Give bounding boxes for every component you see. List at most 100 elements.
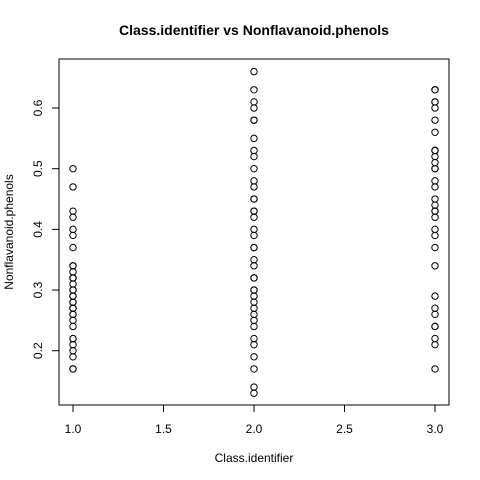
data-point	[431, 213, 439, 221]
data-point	[69, 286, 77, 294]
data-point	[431, 262, 439, 270]
data-point	[250, 207, 258, 215]
x-tick-label: 2.5	[336, 422, 353, 436]
data-point	[250, 116, 258, 124]
data-point	[250, 286, 258, 294]
data-point	[69, 365, 77, 373]
data-point	[431, 164, 439, 173]
data-point	[250, 104, 258, 112]
data-point	[431, 365, 439, 373]
data-point	[69, 347, 77, 355]
data-point	[250, 292, 258, 300]
data-point	[250, 340, 258, 349]
data-point	[69, 310, 77, 319]
data-point	[250, 225, 258, 234]
data-point	[250, 389, 258, 397]
data-point	[431, 195, 439, 203]
data-point	[69, 280, 77, 288]
data-point	[431, 231, 439, 240]
data-point	[69, 164, 77, 173]
data-point	[431, 310, 439, 319]
data-point	[250, 67, 258, 76]
y-tick-label: 0.6	[31, 99, 45, 116]
data-point	[250, 304, 258, 312]
data-point	[431, 104, 439, 112]
data-point	[250, 243, 258, 252]
data-point	[250, 334, 258, 343]
data-point	[431, 158, 439, 167]
data-point	[250, 86, 258, 94]
data-point	[69, 353, 77, 361]
y-tick-label: 0.5	[31, 160, 45, 177]
x-tick-label: 3.0	[427, 422, 444, 436]
data-point	[250, 262, 258, 270]
data-point	[69, 268, 77, 276]
data-point	[69, 304, 77, 312]
data-point	[431, 86, 439, 94]
data-point	[69, 322, 77, 331]
x-axis: 1.0 1.5 2.0 2.5 3.0	[65, 404, 444, 436]
data-point	[69, 225, 77, 234]
data-point	[250, 231, 258, 240]
data-point	[69, 243, 77, 252]
data-point	[250, 365, 258, 373]
y-tick-label: 0.2	[31, 342, 45, 359]
data-point	[250, 177, 258, 185]
data-point	[69, 334, 77, 343]
data-point	[250, 316, 258, 325]
data-point	[69, 292, 77, 300]
data-point	[431, 152, 439, 161]
data-point	[69, 274, 77, 282]
data-point	[250, 146, 258, 155]
chart-title: Class.identifier vs Nonflavanoid.phenols	[119, 22, 389, 38]
data-point	[250, 98, 258, 106]
data-point	[431, 146, 439, 155]
data-point	[431, 116, 439, 124]
data-point	[69, 213, 77, 221]
x-tick-label: 1.0	[65, 422, 82, 436]
data-point	[431, 177, 439, 185]
data-point	[69, 207, 77, 215]
data-point	[431, 292, 439, 300]
data-point	[431, 128, 439, 136]
data-point	[431, 243, 439, 252]
data-point	[250, 310, 258, 319]
data-point	[431, 201, 439, 209]
x-tick-label: 1.5	[155, 422, 172, 436]
data-point	[250, 164, 258, 173]
data-point	[250, 298, 258, 306]
data-points	[69, 67, 439, 397]
data-point	[69, 316, 77, 325]
data-point	[250, 152, 258, 161]
data-point	[431, 340, 439, 349]
data-point	[250, 383, 258, 391]
data-point	[69, 262, 77, 270]
data-point	[431, 304, 439, 312]
data-point	[431, 98, 439, 106]
data-point	[250, 353, 258, 361]
y-tick-label: 0.3	[31, 281, 45, 298]
data-point	[431, 183, 439, 191]
data-point	[250, 274, 258, 282]
y-axis: 0.2 0.3 0.4 0.5 0.6	[31, 99, 60, 359]
data-point	[250, 213, 258, 221]
data-point	[250, 134, 258, 143]
data-point	[69, 340, 77, 349]
data-point	[69, 231, 77, 240]
data-point	[250, 183, 258, 191]
data-point	[250, 195, 258, 203]
x-tick-label: 2.0	[246, 422, 263, 436]
data-point	[431, 225, 439, 234]
y-axis-label: Nonflavanoid.phenols	[2, 174, 16, 289]
data-point	[431, 322, 439, 331]
data-point	[250, 322, 258, 331]
data-point	[69, 298, 77, 306]
data-point	[250, 256, 258, 264]
data-point	[69, 183, 77, 191]
data-point	[431, 207, 439, 215]
y-tick-label: 0.4	[31, 221, 45, 238]
x-axis-label: Class.identifier	[215, 451, 294, 465]
data-point	[431, 334, 439, 343]
